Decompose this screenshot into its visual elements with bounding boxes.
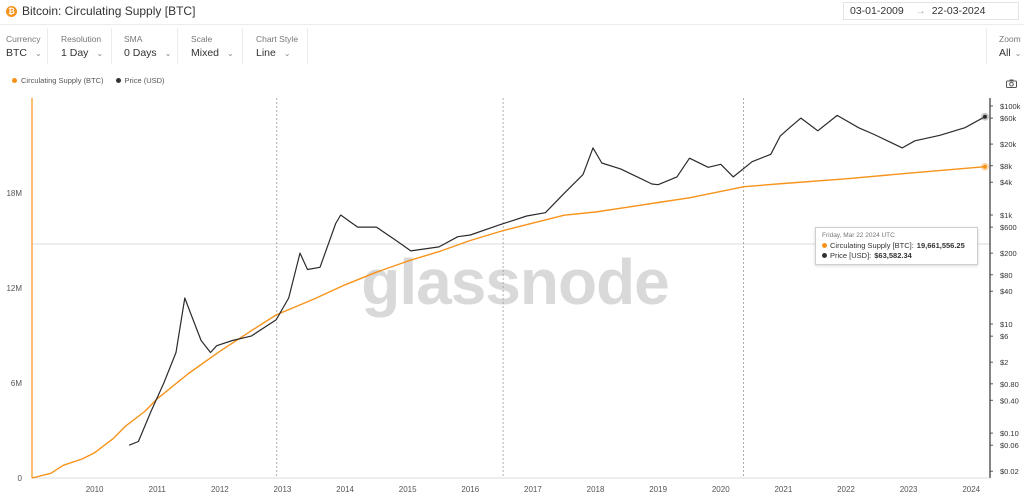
x-axis-tick-label: 2015 (399, 485, 417, 494)
chart-title: Bitcoin: Circulating Supply [BTC] (22, 4, 196, 18)
left-axis-tick-label: 18M (6, 189, 22, 198)
control-value: 0 Days (124, 47, 157, 59)
right-axis-tick-label: $0.06 (1000, 441, 1019, 450)
chevron-down-icon: ⌄ (164, 48, 172, 58)
bitcoin-icon: ₿ (6, 5, 17, 17)
date-from[interactable]: 03-01-2009 (850, 5, 904, 17)
right-axis-tick-label: $4k (1000, 178, 1012, 187)
x-axis-tick-label: 2019 (649, 485, 667, 494)
date-range-picker[interactable]: 03-01-2009 → 22-03-2024 (843, 2, 1019, 20)
x-axis-tick-label: 2013 (274, 485, 292, 494)
resolution-select[interactable]: Resolution 1 Day ⌄ (55, 28, 112, 64)
x-axis-tick-label: 2022 (837, 485, 855, 494)
legend-label: Circulating Supply (BTC) (21, 76, 104, 85)
chevron-down-icon: ⌄ (35, 48, 42, 58)
tooltip-row-supply: Circulating Supply [BTC]: 19,661,556.25 (822, 241, 971, 250)
series-end-point (982, 114, 987, 119)
x-axis-tick-label: 2024 (962, 485, 980, 494)
chart-style-select[interactable]: Chart Style Line ⌄ (250, 28, 308, 64)
right-axis-tick-label: $8k (1000, 162, 1012, 171)
zoom-select[interactable]: Zoom All ⌄ (986, 28, 1024, 64)
right-axis-tick-label: $200 (1000, 249, 1017, 258)
price-series-line (128, 114, 986, 446)
left-axis-tick-label: 0 (18, 474, 23, 483)
right-axis-tick-label: $100k (1000, 102, 1021, 111)
chevron-down-icon: ⌄ (1014, 48, 1022, 58)
right-axis-tick-label: $60k (1000, 114, 1017, 123)
right-axis-tick-label: $0.80 (1000, 380, 1019, 389)
chart-legend: Circulating Supply (BTC) Price (USD) (12, 76, 165, 85)
x-axis-tick-label: 2020 (712, 485, 730, 494)
x-axis-tick-label: 2023 (900, 485, 918, 494)
right-axis-tick-label: $1k (1000, 211, 1012, 220)
control-label: Chart Style (256, 34, 299, 44)
left-axis-tick-label: 12M (6, 284, 22, 293)
right-axis-tick-label: $0.40 (1000, 396, 1019, 405)
series-end-point (982, 164, 987, 169)
chevron-down-icon: ⌄ (227, 48, 234, 58)
x-axis-tick-label: 2016 (461, 485, 479, 494)
supply-series-line (31, 166, 986, 479)
right-axis-tick-label: $2 (1000, 358, 1008, 367)
title-group: ₿ Bitcoin: Circulating Supply [BTC] (6, 4, 195, 18)
chevron-down-icon: ⌄ (283, 48, 291, 58)
x-axis-tick-label: 2021 (774, 485, 792, 494)
control-label: Resolution (61, 34, 102, 44)
tooltip-label: Circulating Supply [BTC]: (830, 241, 914, 250)
x-axis-tick-label: 2010 (86, 485, 104, 494)
right-axis-tick-label: $80 (1000, 271, 1013, 280)
control-value: Line (256, 47, 276, 59)
right-axis-tick-label: $20k (1000, 140, 1017, 149)
camera-icon[interactable] (1006, 79, 1017, 88)
x-axis-tick-label: 2011 (149, 485, 167, 494)
legend-item-price[interactable]: Price (USD) (115, 76, 165, 85)
x-axis-tick-label: 2017 (524, 485, 542, 494)
control-label: SMA (124, 34, 143, 44)
tooltip-label: Price [USD]: (830, 251, 872, 260)
sma-select[interactable]: SMA 0 Days ⌄ (118, 28, 178, 64)
tooltip-value: $63,582.34 (874, 251, 912, 260)
chart-controls: Currency BTC ⌄ Resolution 1 Day ⌄ SMA 0 Da… (0, 28, 1024, 68)
tooltip-dot (822, 243, 827, 248)
chevron-down-icon: ⌄ (96, 48, 104, 58)
chart-tooltip: Friday, Mar 22 2024 UTC Circulating Supp… (815, 227, 978, 265)
zoom-label: Zoom (999, 34, 1021, 44)
top-bar: ₿ Bitcoin: Circulating Supply [BTC] 03-0… (0, 0, 1024, 25)
x-axis-tick-label: 2018 (587, 485, 605, 494)
tooltip-value: 19,661,556.25 (916, 241, 965, 250)
control-label: Currency (6, 34, 41, 44)
tooltip-dot (822, 253, 827, 258)
control-value: 1 Day (61, 47, 89, 59)
legend-item-supply[interactable]: Circulating Supply (BTC) (12, 76, 104, 85)
scale-select[interactable]: Scale Mixed ⌄ (185, 28, 243, 64)
legend-label: Price (USD) (124, 76, 165, 85)
tooltip-row-price: Price [USD]: $63,582.34 (822, 251, 971, 260)
right-axis-tick-label: $6 (1000, 332, 1008, 341)
zoom-value: All (999, 47, 1011, 59)
x-axis-tick-label: 2014 (336, 485, 354, 494)
right-axis-tick-label: $0.02 (1000, 467, 1019, 476)
x-axis-tick-label: 2012 (211, 485, 229, 494)
control-value: Mixed (191, 47, 220, 59)
tooltip-date: Friday, Mar 22 2024 UTC (822, 232, 895, 239)
control-value: BTC (6, 47, 27, 59)
currency-select[interactable]: Currency BTC ⌄ (0, 28, 48, 64)
chart-area[interactable]: glassnode 0 6M 12M 18M $100k $60k $20k $8k $4k $1k… (0, 94, 1024, 498)
right-axis-tick-label: $600 (1000, 223, 1017, 232)
control-label: Scale (191, 34, 213, 44)
right-axis-tick-label: $10 (1000, 320, 1013, 329)
legend-dot (12, 78, 17, 83)
right-axis-tick-label: $40 (1000, 287, 1013, 296)
left-axis-tick-label: 6M (11, 379, 22, 388)
legend-dot (115, 78, 121, 83)
watermark-text: glassnode (361, 246, 669, 318)
right-axis-tick-label: $0.10 (1000, 429, 1019, 438)
arrow-right-icon: → (915, 5, 926, 17)
date-to[interactable]: 22-03-2024 (931, 5, 986, 17)
